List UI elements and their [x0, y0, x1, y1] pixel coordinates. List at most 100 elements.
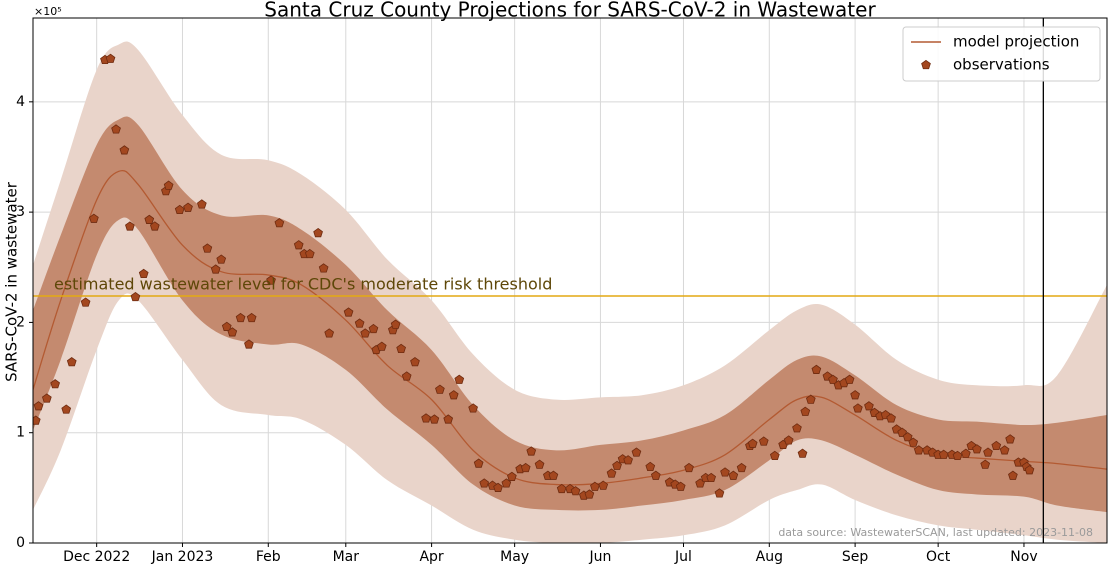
observation: [313, 227, 323, 238]
observation: [80, 297, 91, 307]
observation: [850, 390, 860, 400]
observation: [612, 460, 622, 470]
inner-band: [33, 116, 1107, 513]
observation: [183, 202, 193, 212]
axes: 0 1 2 3 4 Dec 2022 Jan 2023 Feb Mar Apr May Jun Jul A…: [16, 17, 1108, 565]
observation: [769, 450, 780, 460]
observation: [728, 470, 739, 480]
chart-title: Santa Cruz County Projections for SARS-C…: [264, 0, 876, 22]
observation: [548, 470, 559, 480]
y-tick-label: 1: [16, 425, 25, 441]
observation: [714, 488, 725, 498]
observation: [89, 213, 99, 223]
observation: [396, 343, 406, 354]
observation: [227, 327, 238, 337]
observation: [650, 470, 661, 480]
observation: [138, 268, 149, 279]
threshold-label: estimated wastewater level for CDC's mod…: [54, 274, 552, 293]
y-tick-label: 2: [16, 314, 25, 330]
observation: [501, 478, 512, 488]
observation: [1008, 470, 1018, 480]
observation: [435, 384, 445, 394]
observation: [105, 53, 116, 63]
observation: [584, 489, 595, 499]
observation: [556, 483, 567, 494]
x-tick-label: Sep: [842, 549, 869, 565]
observation: [844, 374, 855, 384]
observation: [999, 445, 1010, 455]
observation: [66, 357, 77, 367]
observation: [897, 427, 908, 437]
x-tick-label: Aug: [756, 549, 783, 565]
observation: [244, 339, 254, 349]
observation: [390, 319, 401, 329]
observation: [684, 462, 694, 473]
observation: [197, 199, 207, 209]
x-tick-label: Dec 2022: [63, 549, 130, 565]
observation: [960, 448, 971, 458]
observation: [293, 240, 304, 250]
observation: [119, 145, 130, 155]
observation: [410, 357, 420, 367]
observation: [401, 371, 412, 381]
observation: [952, 450, 963, 460]
observation: [235, 312, 246, 323]
observation: [174, 204, 185, 215]
observation: [645, 461, 656, 472]
observation: [130, 291, 141, 302]
legend-marker: [921, 59, 931, 70]
observation: [318, 263, 329, 273]
markers: [33, 53, 1035, 500]
lines: [33, 18, 1107, 543]
observation: [61, 404, 72, 414]
observation: [210, 264, 221, 274]
observation: [216, 254, 227, 264]
observation: [324, 328, 335, 338]
observation: [304, 248, 315, 259]
observation: [221, 321, 232, 331]
observation: [274, 218, 285, 228]
observation: [792, 423, 802, 433]
x-tick-label: May: [500, 549, 529, 565]
observation: [902, 432, 913, 442]
y-multiplier: ×10⁵: [34, 5, 62, 18]
observation: [41, 393, 52, 403]
observation: [570, 486, 581, 496]
observation: [913, 445, 924, 455]
observation: [473, 458, 484, 468]
x-tick-label: Jul: [674, 549, 692, 565]
observation: [443, 414, 454, 424]
observation: [360, 328, 371, 338]
observation: [468, 403, 478, 413]
observation: [828, 374, 838, 384]
observation: [864, 401, 874, 411]
observation: [520, 462, 531, 473]
observation: [534, 459, 545, 469]
observation: [972, 444, 982, 454]
observation: [354, 318, 365, 328]
observation: [783, 435, 794, 445]
observation: [747, 438, 758, 448]
observation: [111, 124, 121, 134]
observation: [908, 437, 919, 447]
x-tick-label: Jun: [589, 549, 612, 565]
observation: [368, 323, 379, 334]
observation: [991, 440, 1002, 451]
observation: [266, 275, 276, 285]
observation: [938, 449, 949, 459]
legend-box: [902, 26, 1101, 82]
observation: [736, 462, 747, 473]
observation: [631, 447, 642, 457]
observation: [758, 436, 769, 446]
observation: [479, 478, 490, 488]
source-note: data source: WastewaterSCAN, last update…: [778, 526, 1093, 539]
y-tick-label: 0: [16, 535, 25, 551]
observation: [429, 414, 440, 424]
x-tick-label: Nov: [1010, 549, 1037, 565]
legend: model projection observations: [902, 26, 1101, 82]
observation: [149, 221, 160, 231]
observation: [246, 312, 257, 323]
observation: [33, 415, 41, 425]
observation: [720, 467, 730, 477]
model-line: [33, 169, 1107, 486]
